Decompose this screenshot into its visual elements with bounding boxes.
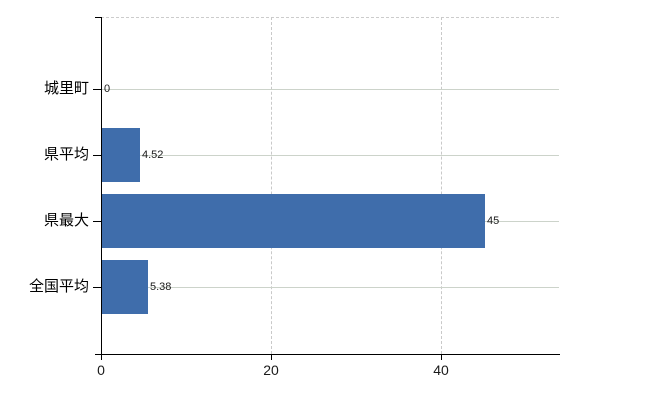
y-axis-top-tick [95,17,101,18]
x-axis-tick [441,355,442,360]
category-label: 県平均 [43,146,89,163]
bar-value-label: 45 [487,215,500,227]
gridline-horizontal [101,155,559,156]
y-axis-tick [93,221,101,222]
gridline-vertical [441,17,442,354]
x-axis-tick-label: 20 [263,362,279,378]
gridline-horizontal [101,89,559,90]
x-axis-tick-label: 0 [97,362,105,378]
x-axis-tick [271,355,272,360]
x-axis-tick-label: 40 [433,362,449,378]
category-label: 城里町 [43,80,89,97]
category-label: 全国平均 [28,278,89,295]
y-axis-tick [93,155,101,156]
y-axis-tick [93,89,101,90]
plot-top-border [101,17,559,18]
bar-value-label: 4.52 [142,149,164,161]
bar [102,194,485,248]
gridline-horizontal [101,287,559,288]
gridline-vertical [271,17,272,354]
category-label: 県最大 [43,212,89,229]
y-axis [101,17,102,360]
x-axis [95,354,560,355]
y-axis-tick [93,287,101,288]
bar-value-label: 5.38 [150,281,172,293]
bar [102,128,140,182]
bar-value-label: 0 [104,83,111,95]
bar [102,260,148,314]
